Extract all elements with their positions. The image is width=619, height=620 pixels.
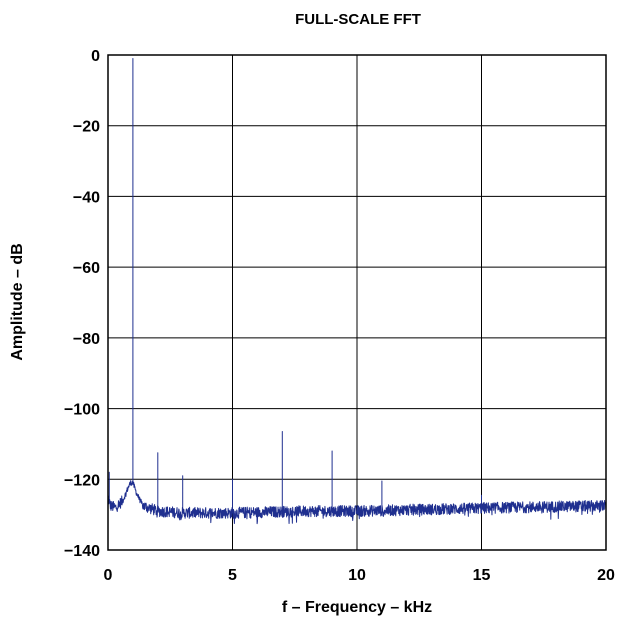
x-tick-label: 0 — [104, 567, 113, 584]
x-tick-label: 15 — [473, 567, 491, 584]
chart-title: FULL-SCALE FFT — [295, 11, 421, 28]
y-tick-label: −120 — [64, 472, 100, 489]
x-tick-label: 5 — [228, 567, 237, 584]
y-tick-labels: 0 −20 −40 −60 −80 −100 −120 −140 — [64, 48, 100, 560]
y-tick-label: −100 — [64, 402, 100, 419]
y-tick-label: −80 — [73, 331, 100, 348]
spectrum-line — [107, 58, 607, 525]
x-axis-label: f – Frequency – kHz — [282, 599, 432, 616]
y-tick-label: −20 — [73, 119, 100, 136]
y-tick-label: −140 — [64, 543, 100, 560]
x-tick-label: 10 — [348, 567, 366, 584]
y-tick-label: 0 — [91, 48, 100, 65]
x-tick-labels: 0 5 10 15 20 — [104, 567, 615, 584]
y-axis-label: Amplitude – dB — [9, 243, 26, 360]
spectrum-series — [107, 58, 607, 525]
y-tick-label: −60 — [73, 260, 100, 277]
x-tick-label: 20 — [597, 567, 615, 584]
y-tick-label: −40 — [73, 189, 100, 206]
plot-frame — [107, 54, 607, 551]
